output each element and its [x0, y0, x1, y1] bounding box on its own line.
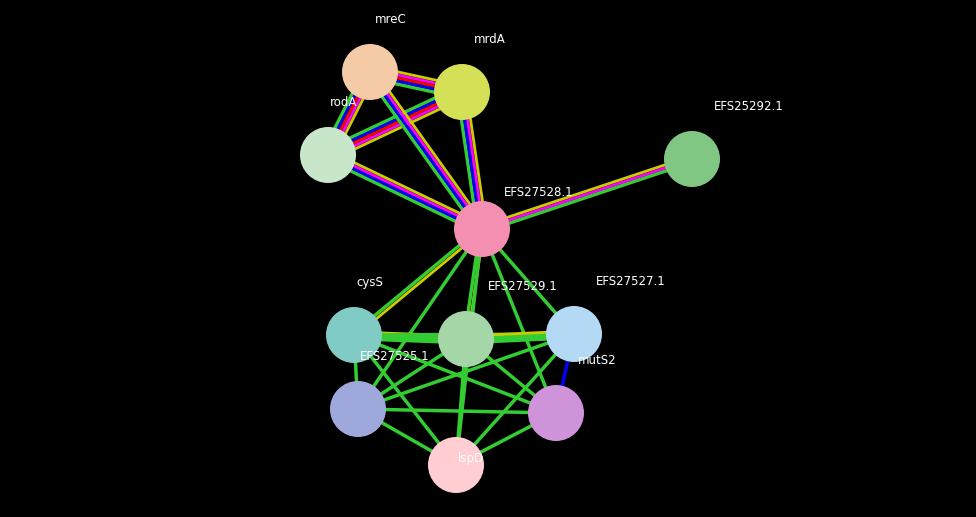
Circle shape: [434, 64, 490, 120]
Circle shape: [528, 385, 584, 441]
Text: EFS27527.1: EFS27527.1: [596, 275, 666, 288]
Circle shape: [546, 306, 602, 362]
Circle shape: [454, 201, 510, 257]
Text: rodA: rodA: [330, 96, 357, 109]
Circle shape: [438, 311, 494, 367]
Text: mreC: mreC: [375, 13, 407, 26]
Circle shape: [300, 127, 356, 183]
Circle shape: [330, 381, 386, 437]
Circle shape: [428, 437, 484, 493]
Circle shape: [326, 307, 382, 363]
Circle shape: [342, 44, 398, 100]
Circle shape: [664, 131, 720, 187]
Text: EFS25292.1: EFS25292.1: [714, 100, 784, 113]
Text: EFS27528.1: EFS27528.1: [504, 186, 574, 199]
Text: lspD: lspD: [458, 452, 484, 465]
Text: mrdA: mrdA: [474, 33, 506, 46]
Text: mutS2: mutS2: [578, 354, 617, 367]
Text: EFS27525.1: EFS27525.1: [360, 350, 429, 363]
Text: EFS27529.1: EFS27529.1: [488, 280, 557, 293]
Text: cysS: cysS: [356, 276, 383, 289]
